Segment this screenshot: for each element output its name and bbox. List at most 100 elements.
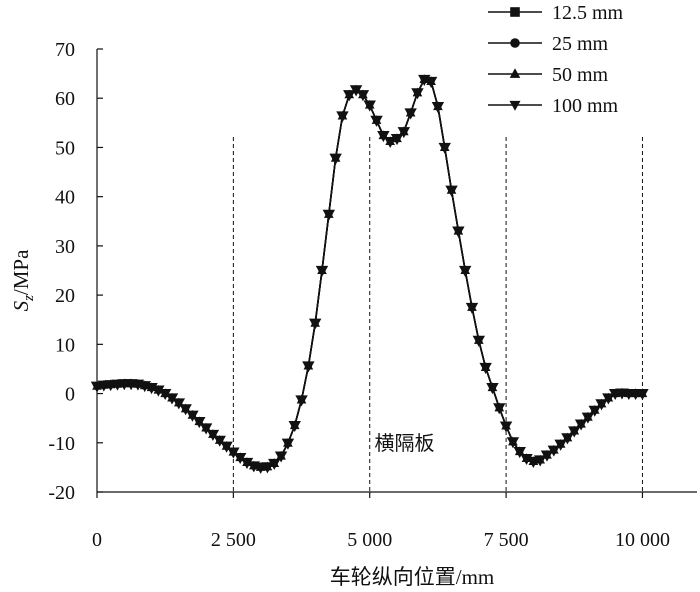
data-point: [452, 226, 465, 238]
data-point: [472, 335, 486, 347]
legend-marker: [510, 38, 520, 48]
data-point: [227, 447, 240, 459]
annotation-label: 横隔板: [374, 431, 434, 455]
data-point: [547, 445, 561, 457]
data-point: [411, 88, 424, 100]
data-point: [322, 209, 336, 221]
legend-item-2: 25 mm: [488, 33, 609, 55]
data-point: [363, 100, 376, 112]
legend-marker: [509, 68, 521, 78]
data-point: [438, 142, 451, 154]
data-point: [486, 383, 499, 395]
data-point: [356, 90, 370, 102]
data-point: [554, 439, 567, 451]
x-tick-label: 2 500: [211, 529, 256, 551]
legend-marker: [509, 100, 521, 111]
data-point: [424, 76, 438, 88]
data-point: [533, 455, 547, 467]
data-point: [568, 426, 581, 438]
data-point: [404, 108, 417, 120]
legend-item-3: 50 mm: [488, 64, 609, 86]
data-point: [165, 393, 179, 405]
y-tick-label: 40: [55, 187, 75, 209]
series-layer: [90, 74, 649, 474]
y-tick-label: 30: [55, 236, 75, 258]
data-point: [513, 447, 526, 459]
legend-label: 12.5 mm: [552, 2, 624, 24]
data-point: [602, 393, 615, 405]
y-axis-label-main: S: [9, 300, 33, 311]
y-tick-label: -20: [48, 482, 75, 504]
data-point: [288, 420, 301, 433]
data-point: [574, 419, 588, 431]
data-point: [499, 421, 513, 433]
legend-label: 100 mm: [552, 95, 619, 117]
data-point: [172, 398, 186, 410]
data-point: [193, 417, 206, 429]
x-tick-label: 5 000: [347, 529, 392, 551]
x-ticks: 0 2 500 5 000 7 500 10 000: [92, 492, 670, 551]
data-point: [295, 395, 308, 407]
data-point: [199, 423, 213, 435]
data-point: [431, 102, 445, 114]
data-point: [186, 410, 199, 422]
data-point: [636, 388, 649, 401]
y-ticks: -20 -10 0 10 20 30 40 50 60 70: [48, 39, 103, 504]
y-tick-label: 50: [55, 137, 75, 159]
data-point: [329, 153, 342, 165]
data-point: [302, 361, 315, 373]
data-point: [588, 405, 601, 417]
y-tick-label: -10: [48, 433, 75, 455]
data-point: [561, 433, 574, 445]
legend-label: 25 mm: [552, 33, 609, 55]
data-point: [281, 438, 295, 450]
data-point: [308, 318, 322, 330]
legend-marker: [510, 7, 520, 17]
y-tick-label: 60: [55, 88, 75, 110]
data-point: [540, 450, 554, 462]
data-point: [343, 90, 356, 102]
y-axis-label-unit: /MPa: [9, 249, 33, 295]
series-4: [90, 74, 649, 474]
x-tick-label: 7 500: [484, 529, 529, 551]
data-point: [390, 133, 404, 146]
data-point: [349, 85, 363, 97]
data-point: [240, 457, 254, 469]
y-tick-label: 20: [55, 285, 75, 307]
data-point: [506, 437, 520, 449]
y-tick-label: 70: [55, 39, 75, 61]
legend: 12.5 mm 25 mm 50 mm 100 mm: [488, 2, 624, 117]
data-point: [383, 136, 397, 149]
data-point: [445, 185, 458, 197]
data-point: [206, 429, 220, 441]
data-point: [520, 453, 533, 466]
data-point: [493, 403, 506, 415]
data-point: [274, 451, 288, 463]
data-point: [220, 441, 233, 453]
data-point: [458, 265, 472, 277]
data-point: [233, 452, 247, 465]
y-tick-label: 10: [55, 334, 75, 356]
data-point: [213, 435, 226, 447]
y-tick-label: 0: [65, 384, 75, 406]
reference-lines: [232, 137, 643, 492]
x-axis-label: 车轮纵向位置/mm: [330, 565, 495, 589]
data-point: [336, 111, 349, 123]
legend-item-4: 100 mm: [488, 95, 619, 117]
data-point: [479, 362, 492, 374]
data-point: [315, 265, 329, 277]
legend-item-1: 12.5 mm: [488, 2, 624, 24]
data-point: [397, 127, 411, 139]
data-point: [370, 115, 383, 127]
axes: [96, 49, 697, 493]
data-point: [268, 458, 281, 470]
x-tick-label: 0: [92, 529, 102, 551]
data-point: [261, 462, 274, 474]
data-point: [465, 302, 479, 314]
y-axis-label: Sz/MPa: [9, 249, 37, 312]
data-point: [595, 399, 608, 411]
data-point: [158, 388, 172, 401]
data-point: [152, 385, 165, 397]
legend-label: 50 mm: [552, 64, 609, 86]
data-point: [179, 404, 192, 416]
